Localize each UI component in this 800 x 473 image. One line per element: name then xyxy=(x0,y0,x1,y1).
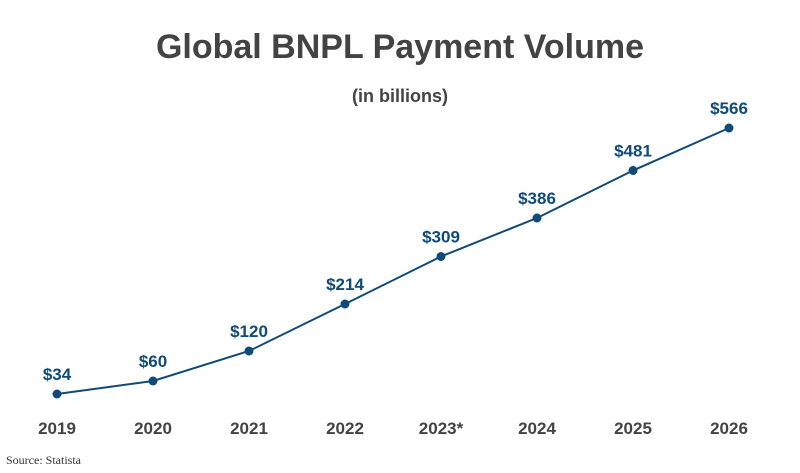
data-point xyxy=(628,166,638,175)
x-axis-ticks: 2019 2020 2021 2022 2023* 2024 2025 2026 xyxy=(38,419,748,438)
data-point xyxy=(340,299,350,309)
x-tick-label: 2021 xyxy=(230,419,268,438)
data-point xyxy=(52,389,62,399)
data-point xyxy=(148,376,158,386)
series-layer xyxy=(56,127,730,395)
data-point xyxy=(724,123,734,133)
x-tick-label: 2026 xyxy=(710,419,748,438)
x-tick-label: 2020 xyxy=(134,419,172,438)
x-tick-label: 2019 xyxy=(38,419,76,438)
data-label: $386 xyxy=(518,189,556,208)
data-label: $120 xyxy=(230,322,268,341)
x-tick-label: 2025 xyxy=(614,419,652,438)
value-labels-layer: $34 $60 $120 $214 $309 $386 $481 $566 xyxy=(43,99,748,384)
x-tick-label: 2024 xyxy=(518,419,556,438)
data-label: $214 xyxy=(326,275,364,294)
data-label: $481 xyxy=(614,142,652,161)
data-point xyxy=(532,213,542,223)
data-label: $566 xyxy=(710,99,748,118)
chart-subtitle: (in billions) xyxy=(352,86,448,106)
x-tick-label: 2022 xyxy=(326,419,364,438)
source-note: Source: Statista xyxy=(6,453,81,467)
series-line xyxy=(56,127,730,395)
data-label: $309 xyxy=(422,228,460,247)
data-point xyxy=(436,252,446,261)
data-label: $60 xyxy=(139,352,167,371)
data-point xyxy=(244,346,254,356)
x-tick-label: 2023* xyxy=(419,419,464,438)
chart-title: Global BNPL Payment Volume xyxy=(155,28,645,66)
points-layer xyxy=(52,123,734,399)
data-label: $34 xyxy=(43,365,72,384)
